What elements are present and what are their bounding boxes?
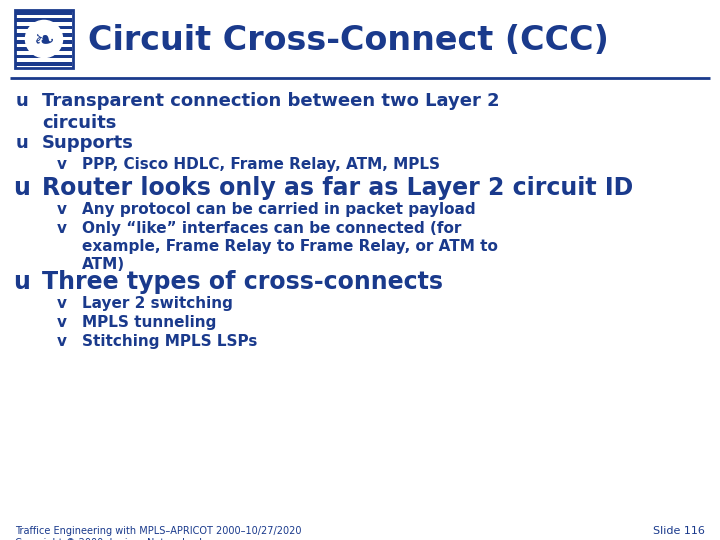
Text: v: v <box>57 315 67 330</box>
Text: Layer 2 switching: Layer 2 switching <box>82 296 233 311</box>
Bar <box>16 47 72 51</box>
Bar <box>16 33 72 37</box>
Bar <box>16 55 72 58</box>
Text: Traffice Engineering with MPLS–APRICOT 2000–10/27/2020
Copyright © 2000, Juniper: Traffice Engineering with MPLS–APRICOT 2… <box>15 526 302 540</box>
Text: ❧: ❧ <box>34 29 55 53</box>
Text: v: v <box>57 221 67 236</box>
Text: u: u <box>14 176 30 200</box>
Text: Transparent connection between two Layer 2
circuits: Transparent connection between two Layer… <box>42 92 500 132</box>
Circle shape <box>25 21 63 58</box>
Text: Only “like” interfaces can be connected (for
example, Frame Relay to Frame Relay: Only “like” interfaces can be connected … <box>82 221 498 272</box>
Bar <box>16 25 72 30</box>
Text: v: v <box>57 202 67 217</box>
Text: u: u <box>16 92 28 110</box>
Text: Slide 116: Slide 116 <box>653 526 705 536</box>
Text: Supports: Supports <box>42 134 134 152</box>
Text: MPLS tunneling: MPLS tunneling <box>82 315 217 330</box>
Bar <box>16 11 72 15</box>
Text: u: u <box>16 134 28 152</box>
Bar <box>16 62 72 66</box>
Text: Circuit Cross-Connect (CCC): Circuit Cross-Connect (CCC) <box>88 24 609 57</box>
Text: Any protocol can be carried in packet payload: Any protocol can be carried in packet pa… <box>82 202 476 217</box>
Text: v: v <box>57 334 67 349</box>
Text: Stitching MPLS LSPs: Stitching MPLS LSPs <box>82 334 257 349</box>
Text: u: u <box>14 270 30 294</box>
Bar <box>16 18 72 22</box>
Bar <box>15 10 73 68</box>
Bar <box>16 40 72 44</box>
Text: PPP, Cisco HDLC, Frame Relay, ATM, MPLS: PPP, Cisco HDLC, Frame Relay, ATM, MPLS <box>82 157 440 172</box>
Text: Three types of cross-connects: Three types of cross-connects <box>42 270 443 294</box>
Text: v: v <box>57 296 67 311</box>
Text: v: v <box>57 157 67 172</box>
Text: Router looks only as far as Layer 2 circuit ID: Router looks only as far as Layer 2 circ… <box>42 176 634 200</box>
